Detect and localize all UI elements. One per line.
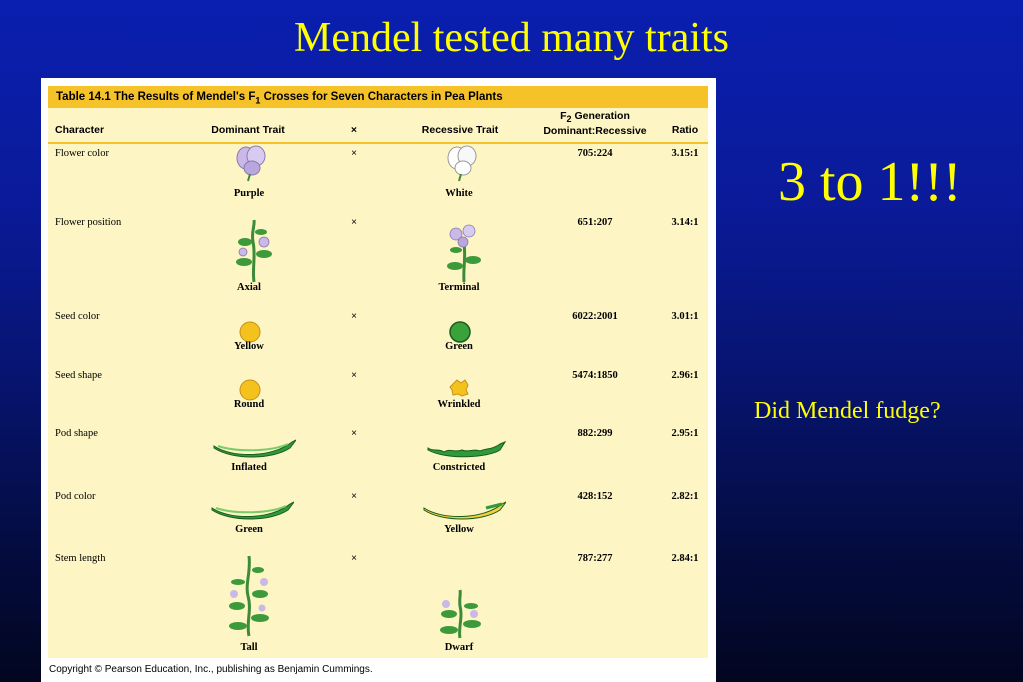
row-character: Seed color [55,311,100,322]
row-ratio: 2.84:1 [671,553,699,564]
wrinkled-seed-icon [449,379,469,397]
round-seed-icon [239,379,261,401]
row-dominant: Axial [237,282,261,293]
row-dominant: Tall [240,642,258,653]
tall-plant-icon [229,555,269,637]
row-dominant: Round [233,399,265,410]
row-generation: 428:152 [577,491,613,502]
row-character: Flower color [55,148,109,159]
row-recessive: Wrinkled [437,399,481,410]
green-seed-icon [449,321,471,343]
row-cross: × [351,148,357,159]
row-ratio: 3.15:1 [671,148,699,159]
row-character: Seed shape [55,370,102,381]
copyright-line: Copyright © Pearson Education, Inc., pub… [49,664,373,675]
row-character: Stem length [55,553,106,564]
row-dominant: Inflated [231,462,267,473]
row-generation: 6022:2001 [572,311,618,322]
row-generation: 882:299 [577,428,613,439]
row-generation: 651:207 [577,217,613,228]
row-dominant: Yellow [234,341,264,352]
row-cross: × [351,311,357,322]
results-figure: Table 14.1 The Results of Mendel's F1 Cr… [41,78,716,682]
row-cross: × [351,491,357,502]
purple-flower-icon [236,145,266,182]
fudge-question: Did Mendel fudge? [754,398,941,424]
row-ratio: 3.01:1 [671,311,699,322]
yellow-seed-icon [239,321,261,343]
gen-subscript: 2 [566,114,572,125]
header-recessive: Recessive Trait [421,124,499,136]
row-ratio: 3.14:1 [671,217,699,228]
yellow-pod-icon [423,501,506,520]
row-character: Pod shape [55,428,98,439]
slide-title: Mendel tested many traits [293,15,730,61]
row-recessive: Yellow [444,524,474,535]
row-recessive: Terminal [438,282,480,293]
row-character: Pod color [55,491,96,502]
results-table: Table 14.1 The Results of Mendel's F1 Cr… [48,86,708,658]
row-recessive: Dwarf [444,642,474,653]
green-pod-icon [211,501,294,520]
caption-prefix: Table 14.1 The Results of Mendel's F [56,91,256,103]
row-ratio: 2.82:1 [671,491,699,502]
row-cross: × [351,428,357,439]
row-dominant: Purple [233,188,265,199]
row-cross: × [351,553,357,564]
header-ratio: Ratio [671,124,699,136]
header-generation-line1: F2 Generation [526,110,664,125]
header-generation-line2: Dominant:Recessive [543,125,647,138]
header-generation: F2 Generation Dominant:Recessive [526,110,664,137]
gen-suffix: Generation [571,110,630,122]
row-generation: 705:224 [577,148,613,159]
row-generation: 5474:1850 [572,370,618,381]
ratio-callout: 3 to 1!!! [778,151,962,213]
gen-prefix: F [560,110,567,122]
table-caption: Table 14.1 The Results of Mendel's F1 Cr… [48,86,708,108]
dwarf-plant-icon [440,589,481,639]
row-ratio: 2.96:1 [671,370,699,381]
header-cross: × [350,124,358,136]
caption-subscript: 1 [255,95,261,106]
row-ratio: 2.95:1 [671,428,699,439]
row-generation: 787:277 [577,553,613,564]
inflated-pod-icon [213,439,296,458]
row-character: Flower position [55,217,122,228]
axial-plant-icon [236,219,272,283]
header-character: Character [55,124,105,136]
row-recessive: Green [445,341,473,352]
white-flower-icon [447,145,477,182]
caption-suffix: Crosses for Seven Characters in Pea Plan… [260,91,503,103]
row-recessive: Constricted [432,462,486,473]
header-divider [48,142,708,144]
row-cross: × [351,217,357,228]
terminal-plant-icon [447,224,481,283]
header-dominant: Dominant Trait [211,124,285,136]
row-cross: × [351,370,357,381]
row-dominant: Green [235,524,263,535]
constricted-pod-icon [427,441,506,458]
row-recessive: White [445,188,473,199]
